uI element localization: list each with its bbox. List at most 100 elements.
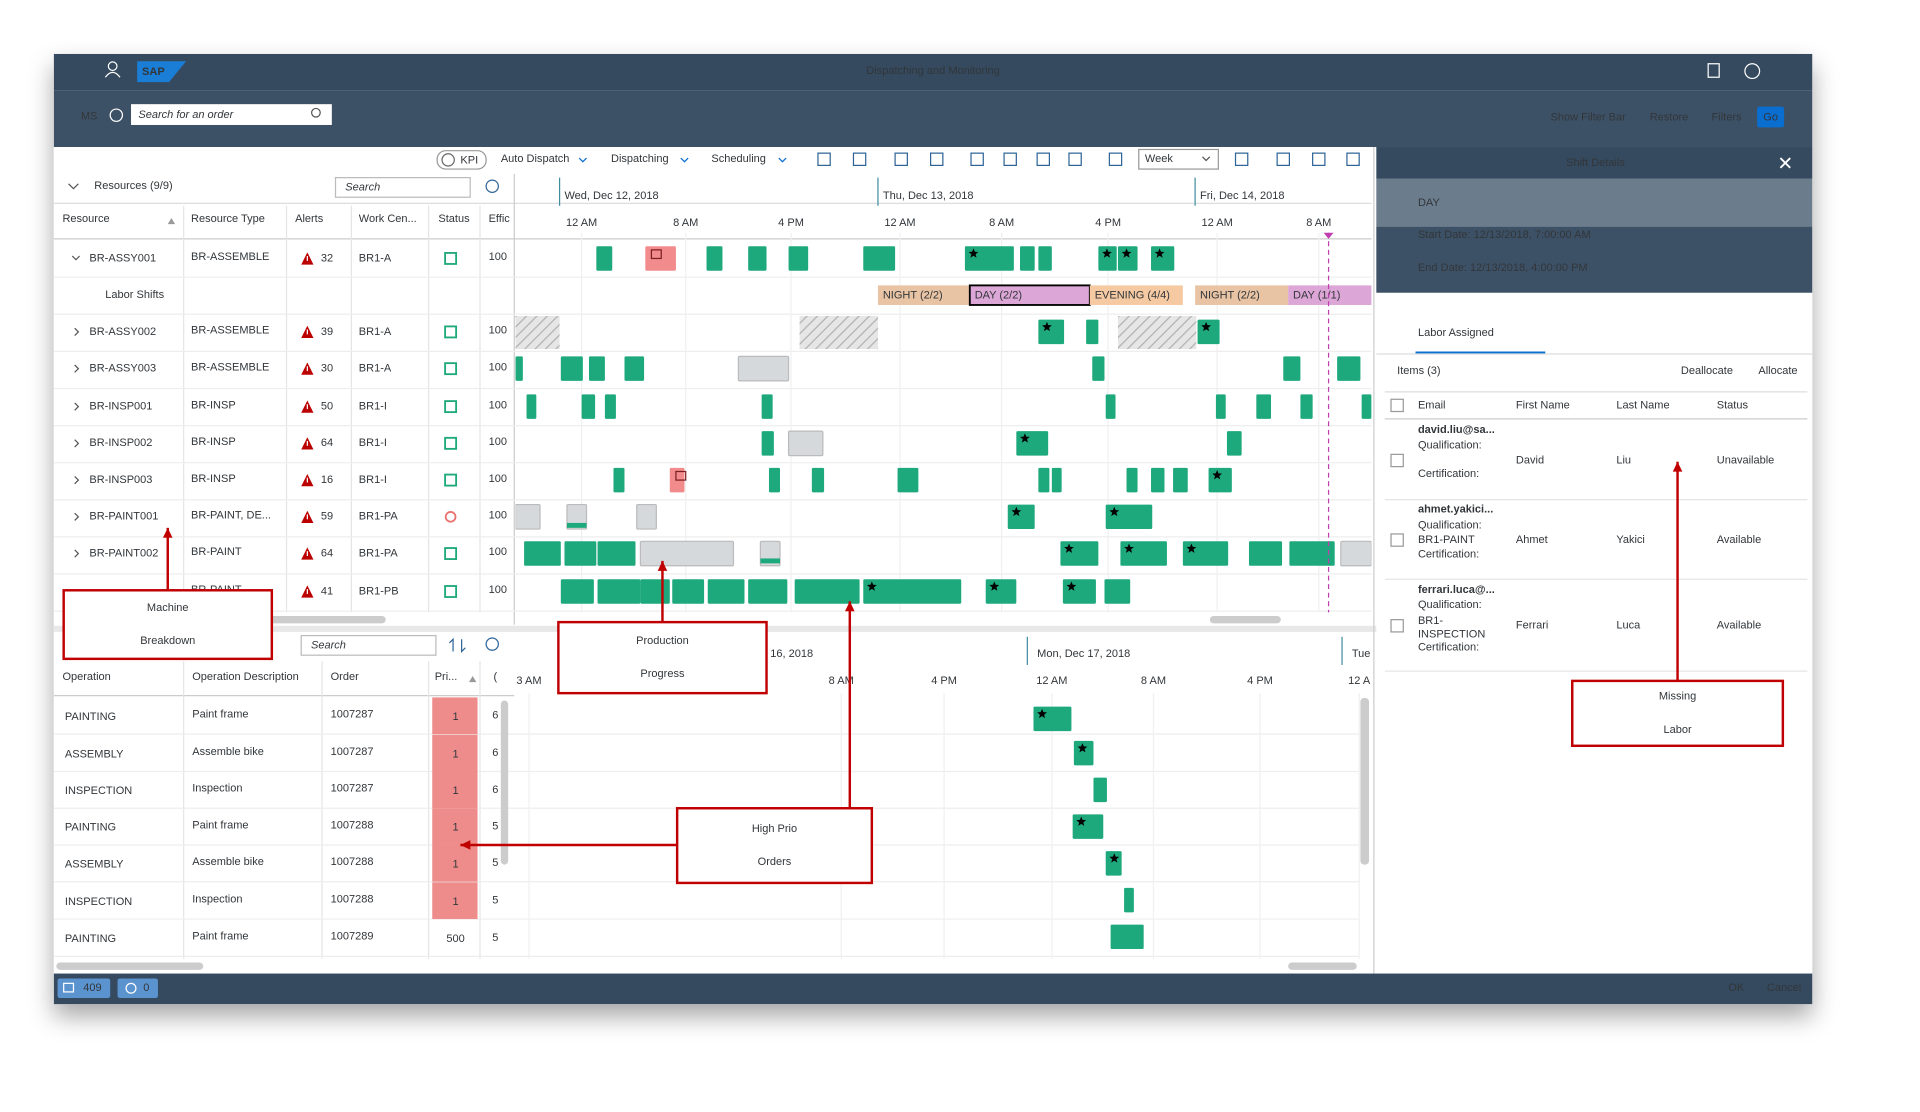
operation-bar[interactable] [1110,924,1144,950]
operation-bar[interactable] [515,356,523,381]
operation-bar[interactable] [1226,431,1242,456]
planned-operation[interactable] [636,503,657,530]
operation-bar[interactable] [761,394,773,419]
operation-bar[interactable] [1093,777,1107,803]
operation-bar[interactable] [1086,319,1099,345]
go-label[interactable]: Go [1763,112,1778,124]
operation-bar[interactable] [748,579,788,604]
operation-bar[interactable] [1283,356,1301,381]
work-center-link[interactable]: BR1-A [359,363,392,375]
operation-bar[interactable] [897,467,919,493]
operation-bar[interactable] [1038,246,1052,271]
operation-bar[interactable] [706,246,723,271]
operation-bar[interactable] [1038,319,1065,345]
filter-action[interactable]: Filters [1712,112,1742,124]
operation-bar[interactable] [526,394,537,419]
operation-bar[interactable] [1151,246,1175,271]
operation-link[interactable]: ASSEMBLY [65,858,124,870]
operation-bar[interactable] [1104,579,1131,604]
operation-bar[interactable] [1073,740,1094,766]
footer-action[interactable]: Cancel [1767,982,1801,994]
operation-bar[interactable] [1120,541,1167,566]
toolbar-icon[interactable] [1036,152,1050,166]
work-center-link[interactable]: BR1-A [359,326,392,338]
operation-bar[interactable] [1124,887,1134,913]
checkbox[interactable] [1390,533,1404,547]
toolbar-icon[interactable] [1003,152,1017,166]
operation-bar[interactable] [964,246,1014,271]
operation-bar[interactable] [768,467,780,493]
checkbox[interactable] [1390,453,1404,468]
settings-icon[interactable] [485,637,499,651]
operation-bar[interactable] [1208,467,1232,493]
operation-bar[interactable] [707,579,745,604]
resource-link[interactable]: BR-PAINT002 [89,547,158,559]
operation-bar[interactable] [748,246,767,271]
planned-operation[interactable] [639,540,735,567]
operation-link[interactable]: PAINTING [65,711,116,723]
operation-bar[interactable] [1248,541,1283,566]
work-center-link[interactable]: BR1-I [359,474,387,486]
resource-search[interactable] [334,177,471,198]
variant-icon[interactable] [109,108,124,122]
operation-bar[interactable] [1033,706,1072,732]
help-icon[interactable] [1744,63,1761,80]
operation-bar[interactable] [863,579,962,604]
operation-bar[interactable] [560,356,583,381]
operation-bar[interactable] [863,246,896,271]
work-center-link[interactable]: BR1-PA [359,547,399,559]
operation-bar[interactable] [1337,356,1361,381]
operation-link[interactable]: INSPECTION [65,785,132,797]
operation-bar[interactable] [564,541,597,566]
operation-bar[interactable] [581,394,596,419]
work-center-link[interactable]: BR1-I [359,437,387,449]
resource-link[interactable]: BR-INSP001 [89,401,152,413]
view-select[interactable] [1138,148,1219,170]
operation-link[interactable]: PAINTING [65,933,116,945]
work-center-link[interactable]: BR1-A [359,252,392,264]
operation-bar[interactable] [597,579,641,604]
toolbar-menu[interactable]: Auto Dispatch [501,153,570,165]
operation-bar[interactable] [1151,467,1165,493]
toolbar-icon[interactable] [1068,152,1082,166]
filter-action[interactable]: Show Filter Bar [1551,112,1627,124]
operation-bar[interactable] [1051,467,1062,493]
planned-operation[interactable] [787,430,824,457]
operation-bar[interactable] [788,246,809,271]
operation-bar[interactable] [604,394,616,419]
operation-bar[interactable] [1105,504,1153,530]
toolbar-icon[interactable] [894,152,908,166]
operation-bar[interactable] [1062,579,1096,604]
operation-bar[interactable] [1098,246,1117,271]
operation-bar[interactable] [794,579,860,604]
toolbar-icon[interactable] [1276,152,1290,166]
operation-bar[interactable] [1016,431,1049,456]
settings-icon[interactable] [485,179,499,193]
operation-bar[interactable] [1197,319,1220,345]
toolbar-icon[interactable] [852,152,867,166]
toolbar-icon[interactable] [1108,152,1123,166]
operation-bar[interactable] [1182,541,1229,566]
close-icon[interactable] [1779,157,1791,169]
panel-action[interactable]: Allocate [1758,365,1797,377]
sort-icon[interactable] [448,637,466,653]
operation-bar[interactable] [1020,246,1035,271]
resource-link[interactable]: BR-ASSY002 [89,326,156,338]
checkbox[interactable] [1390,619,1404,633]
operation-bar[interactable] [560,579,594,604]
resource-link[interactable]: BR-ASSY003 [89,363,156,375]
filter-action[interactable]: Restore [1650,112,1689,124]
planned-operation[interactable] [737,355,790,382]
operation-bar[interactable] [524,541,561,566]
operation-bar[interactable] [985,579,1017,604]
planned-operation[interactable] [515,503,541,530]
user-icon[interactable] [107,61,118,72]
footer-action[interactable]: OK [1728,982,1745,994]
planned-operation[interactable] [1340,540,1372,567]
work-center-link[interactable]: BR1-PA [359,511,399,523]
resource-link[interactable]: BR-INSP003 [89,474,152,486]
labor-shift[interactable] [877,285,970,305]
operation-bar[interactable] [811,467,825,493]
operation-bar[interactable] [624,356,645,381]
operation-link[interactable]: INSPECTION [65,896,132,908]
